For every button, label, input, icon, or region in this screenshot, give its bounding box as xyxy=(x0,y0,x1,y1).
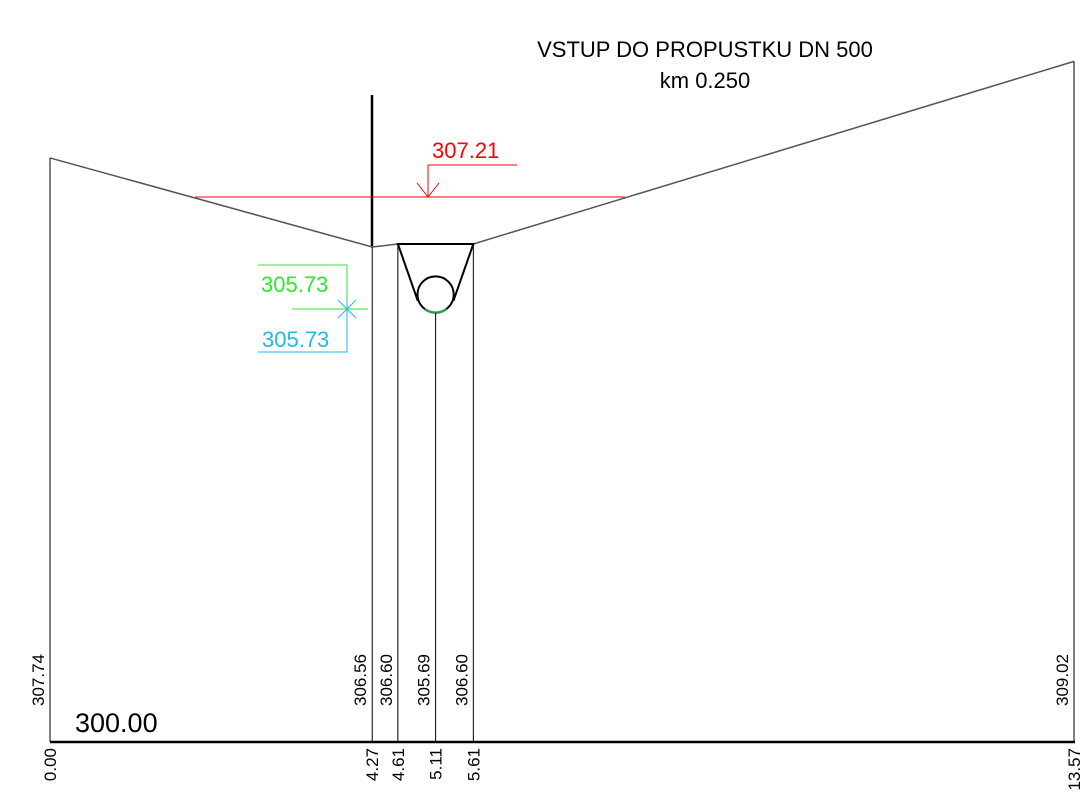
upper-leader xyxy=(258,264,348,309)
title: VSTUP DO PROPUSTKU DN 500 xyxy=(537,37,873,62)
level-upper: 305.73 xyxy=(261,272,328,297)
elevation-label: 306.60 xyxy=(452,654,471,706)
pipe xyxy=(416,275,455,314)
level-lower: 305.73 xyxy=(262,327,329,352)
lower-leader xyxy=(258,309,348,353)
datum: 300.00 xyxy=(75,708,158,738)
station-label: 4.61 xyxy=(389,748,408,781)
station-label: 5.61 xyxy=(464,748,483,781)
elevation-label: 307.74 xyxy=(29,654,48,706)
station-label: 4.27 xyxy=(363,748,382,781)
subtitle: km 0.250 xyxy=(660,68,751,93)
station-label: 5.11 xyxy=(427,748,446,780)
elevation-label: 305.69 xyxy=(415,654,434,706)
elevation-label: 306.60 xyxy=(377,654,396,706)
water-arrow xyxy=(416,182,440,198)
water-leader xyxy=(427,164,517,197)
water-level: 307.21 xyxy=(432,138,499,163)
terrain xyxy=(49,60,1075,248)
station-label: 13.57 xyxy=(1065,748,1084,791)
elevation-label: 309.02 xyxy=(1053,654,1072,706)
elevation-label: 306.56 xyxy=(351,654,370,706)
level-star xyxy=(337,297,357,321)
pipe-invert xyxy=(423,307,448,314)
station-label: 0.00 xyxy=(41,748,60,781)
